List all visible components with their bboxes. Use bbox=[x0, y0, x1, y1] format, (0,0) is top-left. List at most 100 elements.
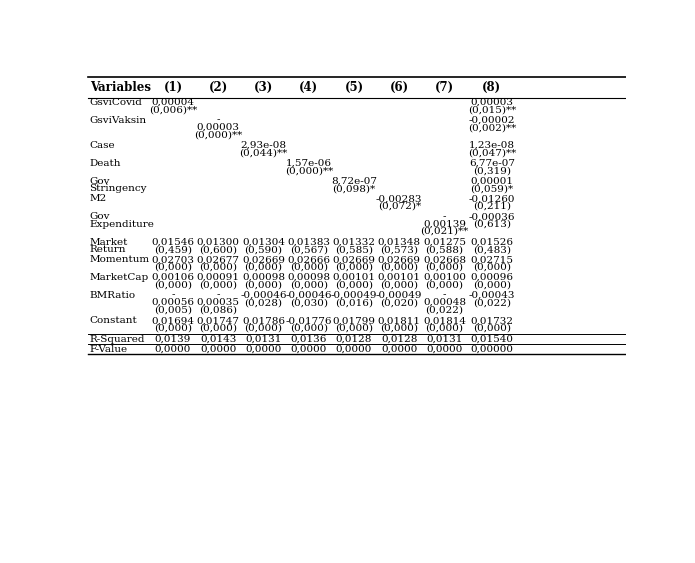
Text: (8): (8) bbox=[482, 81, 502, 94]
Text: (0,030): (0,030) bbox=[290, 298, 328, 307]
Text: 0,00098: 0,00098 bbox=[287, 273, 330, 282]
Text: (0,022): (0,022) bbox=[425, 306, 464, 315]
Text: 0,02669: 0,02669 bbox=[378, 256, 420, 264]
Text: (0,000)**: (0,000)** bbox=[194, 131, 243, 140]
Text: (0,000): (0,000) bbox=[154, 281, 192, 290]
Text: 0,0000: 0,0000 bbox=[381, 345, 418, 354]
Text: (7): (7) bbox=[435, 81, 454, 94]
Text: Market: Market bbox=[90, 238, 128, 247]
Text: (0,021)**: (0,021)** bbox=[420, 227, 468, 236]
Text: Gov: Gov bbox=[90, 212, 110, 221]
Text: -: - bbox=[217, 291, 220, 300]
Text: (0,000): (0,000) bbox=[290, 263, 328, 272]
Text: 0,02677: 0,02677 bbox=[197, 256, 240, 264]
Text: (0,047)**: (0,047)** bbox=[468, 149, 516, 158]
Text: (0,000): (0,000) bbox=[245, 281, 283, 290]
Text: 2,93e-08: 2,93e-08 bbox=[240, 141, 286, 150]
Text: (0,015)**: (0,015)** bbox=[468, 105, 516, 114]
Text: (0,000): (0,000) bbox=[154, 263, 192, 272]
Text: (0,028): (0,028) bbox=[245, 298, 283, 307]
Text: -0,01260: -0,01260 bbox=[468, 194, 515, 203]
Text: 0,00003: 0,00003 bbox=[197, 123, 240, 132]
Text: 0,00001: 0,00001 bbox=[471, 177, 514, 186]
Text: Constant: Constant bbox=[90, 316, 138, 325]
Text: Stringency: Stringency bbox=[90, 184, 147, 193]
Text: -0,00049: -0,00049 bbox=[376, 291, 423, 300]
Text: Expenditure: Expenditure bbox=[90, 220, 154, 229]
Text: 0,0136: 0,0136 bbox=[291, 334, 327, 343]
Text: (0,000)**: (0,000)** bbox=[285, 167, 333, 176]
Text: 0,0131: 0,0131 bbox=[426, 334, 463, 343]
Text: (0,000): (0,000) bbox=[199, 281, 237, 290]
Text: (1): (1) bbox=[163, 81, 183, 94]
Text: Case: Case bbox=[90, 141, 115, 150]
Text: Gov: Gov bbox=[90, 177, 110, 186]
Text: (0,211): (0,211) bbox=[473, 202, 511, 211]
Text: (0,086): (0,086) bbox=[199, 306, 237, 315]
Text: -: - bbox=[171, 291, 175, 300]
Text: (0,072)*: (0,072)* bbox=[377, 202, 421, 211]
Text: 0,0000: 0,0000 bbox=[245, 345, 281, 354]
Text: (0,000): (0,000) bbox=[425, 281, 464, 290]
Text: 0,0000: 0,0000 bbox=[291, 345, 327, 354]
Text: 0,0000: 0,0000 bbox=[155, 345, 191, 354]
Text: 0,00056: 0,00056 bbox=[152, 298, 195, 307]
Text: 0,00003: 0,00003 bbox=[471, 98, 514, 107]
Text: -0,00046: -0,00046 bbox=[240, 291, 287, 300]
Text: 6,77e-07: 6,77e-07 bbox=[469, 159, 515, 168]
Text: 0,02715: 0,02715 bbox=[471, 256, 514, 264]
Text: (0,022): (0,022) bbox=[473, 298, 511, 307]
Text: 0,00098: 0,00098 bbox=[242, 273, 285, 282]
Text: (0,000): (0,000) bbox=[473, 263, 511, 272]
Text: 0,00048: 0,00048 bbox=[423, 298, 466, 307]
Text: (0,000): (0,000) bbox=[199, 263, 237, 272]
Text: -0,00283: -0,00283 bbox=[376, 194, 423, 203]
Text: (0,000): (0,000) bbox=[473, 281, 511, 290]
Text: (0,020): (0,020) bbox=[380, 298, 418, 307]
Text: 8,72e-07: 8,72e-07 bbox=[331, 177, 377, 186]
Text: 0,01694: 0,01694 bbox=[152, 316, 195, 325]
Text: (0,000): (0,000) bbox=[154, 324, 192, 333]
Text: 0,01540: 0,01540 bbox=[471, 334, 514, 343]
Text: 0,00101: 0,00101 bbox=[332, 273, 375, 282]
Text: 0,02703: 0,02703 bbox=[152, 256, 195, 264]
Text: -: - bbox=[443, 212, 446, 221]
Text: 0,01732: 0,01732 bbox=[471, 316, 514, 325]
Text: 1,23e-08: 1,23e-08 bbox=[469, 141, 515, 150]
Text: Momentum: Momentum bbox=[90, 256, 149, 264]
Text: Variables: Variables bbox=[90, 81, 151, 94]
Text: -0,00002: -0,00002 bbox=[468, 116, 515, 125]
Text: MarketCap: MarketCap bbox=[90, 273, 149, 282]
Text: 0,00096: 0,00096 bbox=[471, 273, 514, 282]
Text: 0,00091: 0,00091 bbox=[197, 273, 240, 282]
Text: 0,00101: 0,00101 bbox=[378, 273, 420, 282]
Text: 0,0128: 0,0128 bbox=[336, 334, 373, 343]
Text: (0,059)*: (0,059)* bbox=[471, 184, 514, 193]
Text: 0,01786: 0,01786 bbox=[242, 316, 285, 325]
Text: (0,000): (0,000) bbox=[335, 263, 373, 272]
Text: GsviCovid: GsviCovid bbox=[90, 98, 142, 107]
Text: 0,02669: 0,02669 bbox=[242, 256, 285, 264]
Text: (0,600): (0,600) bbox=[199, 245, 237, 254]
Text: 0,01348: 0,01348 bbox=[378, 238, 420, 247]
Text: M2: M2 bbox=[90, 194, 107, 203]
Text: -0,00043: -0,00043 bbox=[468, 291, 515, 300]
Text: (0,000): (0,000) bbox=[473, 324, 511, 333]
Text: 0,01300: 0,01300 bbox=[197, 238, 240, 247]
Text: (0,000): (0,000) bbox=[380, 324, 418, 333]
Text: (0,000): (0,000) bbox=[380, 263, 418, 272]
Text: (0,000): (0,000) bbox=[380, 281, 418, 290]
Text: 0,0000: 0,0000 bbox=[426, 345, 463, 354]
Text: (0,319): (0,319) bbox=[473, 167, 511, 176]
Text: BMRatio: BMRatio bbox=[90, 291, 136, 300]
Text: (0,000): (0,000) bbox=[425, 263, 464, 272]
Text: (0,000): (0,000) bbox=[245, 324, 283, 333]
Text: (0,567): (0,567) bbox=[290, 245, 328, 254]
Text: -0,00046: -0,00046 bbox=[286, 291, 332, 300]
Text: 0,00139: 0,00139 bbox=[423, 220, 466, 229]
Text: (0,000): (0,000) bbox=[425, 324, 464, 333]
Text: (0,590): (0,590) bbox=[245, 245, 283, 254]
Text: 0,0128: 0,0128 bbox=[381, 334, 418, 343]
Text: 0,01383: 0,01383 bbox=[287, 238, 330, 247]
Text: 0,0000: 0,0000 bbox=[200, 345, 236, 354]
